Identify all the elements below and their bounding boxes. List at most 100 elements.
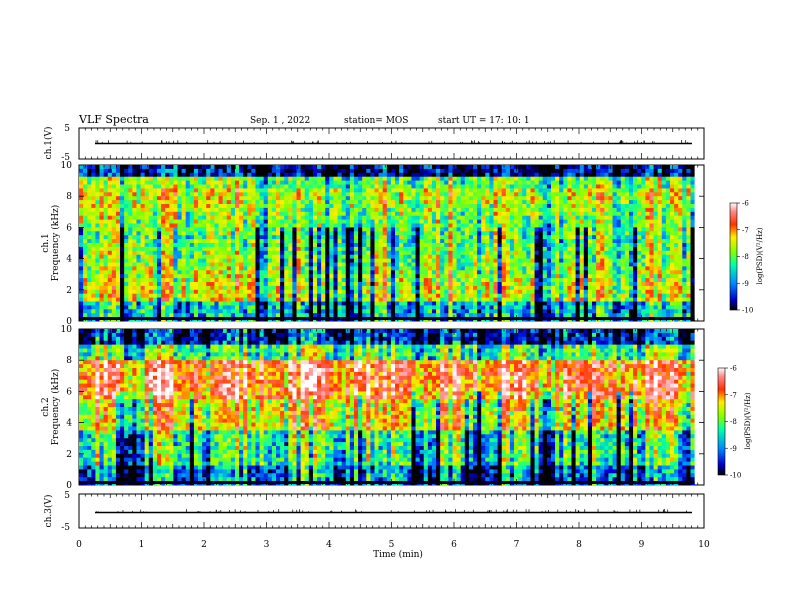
spectrogram-cell [534,285,540,291]
spectrogram-cell [181,207,187,213]
spectrogram-cell [415,301,421,306]
spectrogram-cell [251,313,256,318]
spectrogram-cell [280,204,285,209]
spectrogram-cell [518,293,523,298]
spectrogram-cell [239,270,244,275]
spectrogram-cell [124,293,129,298]
spectrogram-cell [349,207,355,213]
spectrogram-cell [460,282,466,287]
spectrogram-cell [251,192,256,197]
spectrogram-cell [95,285,100,291]
spectrogram-cell [485,219,490,224]
spectrogram-cell [349,196,355,201]
spectrogram-cell [411,223,416,228]
spectrogram-cell [267,305,273,310]
spectrogram-cell [497,258,503,263]
spectrogram-cell [538,262,544,267]
spectrogram-cell [509,172,515,178]
spectrogram-cell [518,239,523,244]
spectrogram-cell [263,204,269,209]
spectrogram-cell [321,168,326,174]
spectrogram-cell [386,282,392,287]
spectrogram-cell [493,293,499,298]
spectrogram-cell [210,254,215,259]
spectrogram-cell [489,200,494,205]
spectrogram-cell [431,192,437,197]
spectrogram-cell [423,219,429,224]
spectrogram-cell [177,309,182,314]
spectrogram-cell [206,266,211,271]
spectrogram-cell [288,215,293,220]
spectrogram-cell [181,301,187,306]
spectrogram-cell [337,204,343,209]
spectrogram-cell [308,184,314,189]
spectrogram-cell [436,215,441,220]
spectrogram-cell [103,285,109,291]
spectrogram-cell [542,270,548,275]
spectrogram-cell [501,285,507,291]
spectrogram-cell [526,176,531,181]
spectrogram-cell [378,293,384,298]
spectrogram-cell [136,243,141,248]
spectrogram-cell [559,184,564,189]
spectrogram-cell [555,250,560,256]
spectrogram-cell [95,231,100,236]
spectrogram-cell [193,297,199,302]
spectrogram-cell [353,172,359,178]
spectrogram-cell [239,235,244,240]
spectrogram-cell [436,270,441,275]
spectrogram-cell [329,282,334,287]
spectrogram-cell [415,223,421,228]
spectrogram-cell [526,211,531,217]
spectrogram-cell [115,168,121,174]
spectrogram-cell [419,215,425,220]
spectrogram-cell [280,215,285,220]
spectrogram-cell [419,227,425,232]
spectrogram-cell [83,313,88,318]
spectrogram-cell [362,254,367,259]
spectrogram-cell [169,204,174,209]
spectrogram-cell [198,196,203,201]
spectrogram-cell [440,293,445,298]
spectrogram-cell [534,243,540,248]
spectrogram-cell [444,289,449,295]
spectrogram-cell [148,215,154,220]
spectrogram-cell [358,278,363,283]
spectrogram-cell [181,313,187,318]
spectrogram-cell [300,285,306,291]
spectrogram-cell [140,172,146,178]
spectrogram-cell [312,231,318,236]
spectrogram-cell [161,262,166,267]
spectrogram-cell [198,235,203,240]
spectrogram-cell [271,278,277,283]
spectrogram-cell [341,289,347,295]
spectrogram-cell [181,211,187,217]
spectrogram-cell [210,227,215,232]
spectrogram-cell [349,227,355,232]
spectrogram-cell [407,239,412,244]
spectrogram-cell [497,254,503,259]
spectrogram-cell [321,297,326,302]
spectrogram-cell [460,297,466,302]
spectrogram-cell [419,282,425,287]
spectrogram-cell [128,313,133,318]
spectrogram-cell [497,231,503,236]
spectrogram-cell [341,246,347,252]
spectrogram-cell [177,211,182,217]
spectrogram-cell [115,165,121,170]
spectrogram-cell [464,285,470,291]
spectrogram-cell [411,165,416,170]
spectrogram-cell [555,192,560,197]
spectrogram-cell [431,168,437,174]
spectrogram-cell [173,211,178,217]
spectrogram-cell [317,184,322,189]
spectrogram-cell [522,235,527,240]
spectrogram-cell [169,309,174,314]
spectrogram-cell [452,184,457,189]
spectrogram-cell [440,207,445,213]
spectrogram-cell [239,262,244,267]
spectrogram-cell [370,180,375,185]
spectrogram-cell [542,293,548,298]
spectrogram-cell [353,301,359,306]
spectrogram-cell [124,258,129,263]
